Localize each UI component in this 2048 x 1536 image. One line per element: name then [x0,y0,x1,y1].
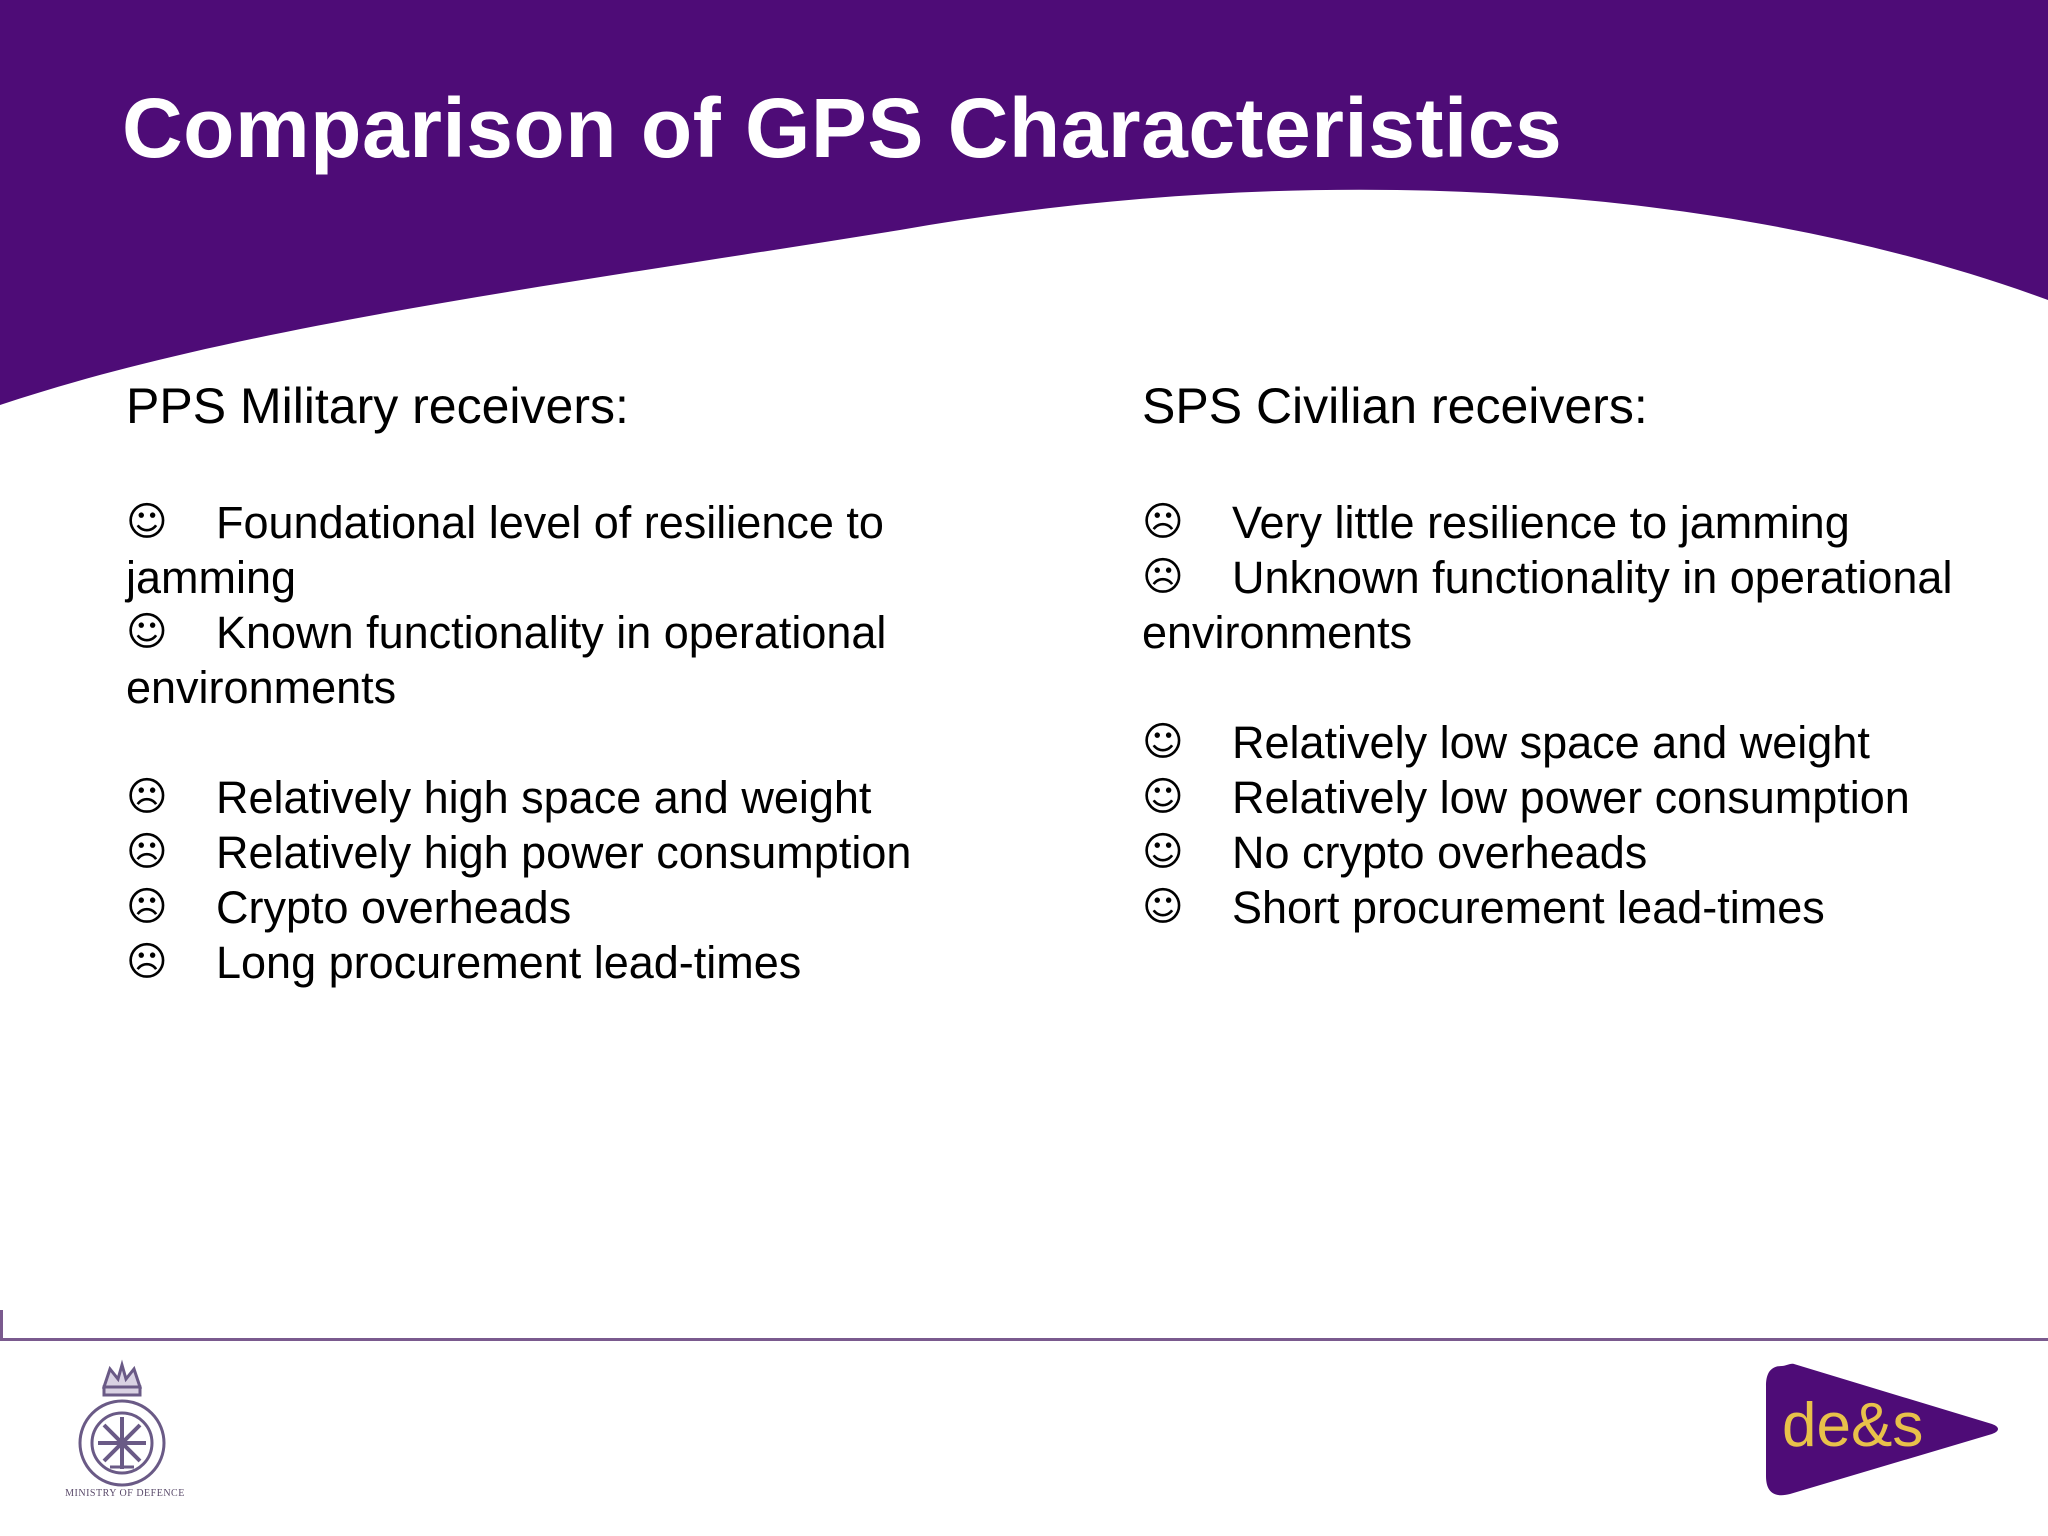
list-item: ☺ Foundational level of resilience to jam… [126,495,946,605]
smiley-face-icon: ☺ [1142,719,1184,765]
list-item: ☹ Crypto overheads [126,880,946,935]
list-item-text: No crypto overheads [1232,827,1648,878]
slide-title: Comparison of GPS Characteristics [122,81,1563,175]
right-cons-group: ☹ Very little resilience to jamming ☹ Unkn… [1142,495,2002,660]
list-item: ☹ Relatively high space and weight [126,770,946,825]
des-logo-shape [1766,1363,1998,1496]
right-column: SPS Civilian receivers: ☹ Very little res… [1142,375,2002,935]
header-band [0,0,2048,405]
right-pros-group: ☺ Relatively low space and weight ☺ Relati… [1142,715,2002,935]
list-item: ☺ Short procurement lead-times [1142,880,2002,935]
frowning-face-icon: ☹ [126,884,168,930]
list-item-text: Foundational level of resilience to jamm… [126,497,884,603]
smiley-face-icon: ☺ [1142,884,1184,930]
list-item-text: Known functionality in operational envir… [126,607,887,713]
list-item-text: Relatively low power consumption [1232,772,1910,823]
list-item: ☹ Long procurement lead-times [126,935,946,990]
list-item-text: Very little resilience to jamming [1232,497,1850,548]
list-item-text: Unknown functionality in operational env… [1142,552,1953,658]
list-item-text: Crypto overheads [216,882,572,933]
des-logo-icon: de&s [1766,1363,1998,1496]
left-column: PPS Military receivers: ☺ Foundational le… [126,375,946,990]
list-item: ☺ Relatively low power consumption [1142,770,2002,825]
ministry-of-defence-caption: MINISTRY OF DEFENCE [65,1488,185,1499]
left-cons-group: ☹ Relatively high space and weight ☹ Relat… [126,770,946,990]
list-item: ☹ Relatively high power consumption [126,825,946,880]
smiley-face-icon: ☺ [1142,829,1184,875]
footer-tick [0,1310,3,1340]
list-item-text: Relatively high space and weight [216,772,872,823]
list-item: ☹ Very little resilience to jamming [1142,495,2002,550]
list-item: ☺ Relatively low space and weight [1142,715,2002,770]
list-item-text: Relatively low space and weight [1232,717,1870,768]
frowning-face-icon: ☹ [126,939,168,985]
left-pros-group: ☺ Foundational level of resilience to jam… [126,495,946,715]
frowning-face-icon: ☹ [126,829,168,875]
list-item: ☹ Unknown functionality in operational en… [1142,550,2002,660]
right-column-heading: SPS Civilian receivers: [1142,378,1648,434]
smiley-face-icon: ☺ [1142,774,1184,820]
list-item-text: Short procurement lead-times [1232,882,1825,933]
list-item: ☺ No crypto overheads [1142,825,2002,880]
header-band-shape [0,0,2048,405]
list-item-text: Long procurement lead-times [216,937,802,988]
frowning-face-icon: ☹ [126,774,168,820]
smiley-face-icon: ☺ [126,499,168,545]
footer-divider [0,1338,2048,1341]
list-item: ☺ Known functionality in operational envi… [126,605,946,715]
frowning-face-icon: ☹ [1142,554,1184,600]
smiley-face-icon: ☺ [126,609,168,655]
list-item-text: Relatively high power consumption [216,827,912,878]
ministry-of-defence-crest-icon [78,1359,166,1487]
left-column-heading: PPS Military receivers: [126,378,629,434]
frowning-face-icon: ☹ [1142,499,1184,545]
des-logo-text: de&s [1782,1391,1923,1460]
